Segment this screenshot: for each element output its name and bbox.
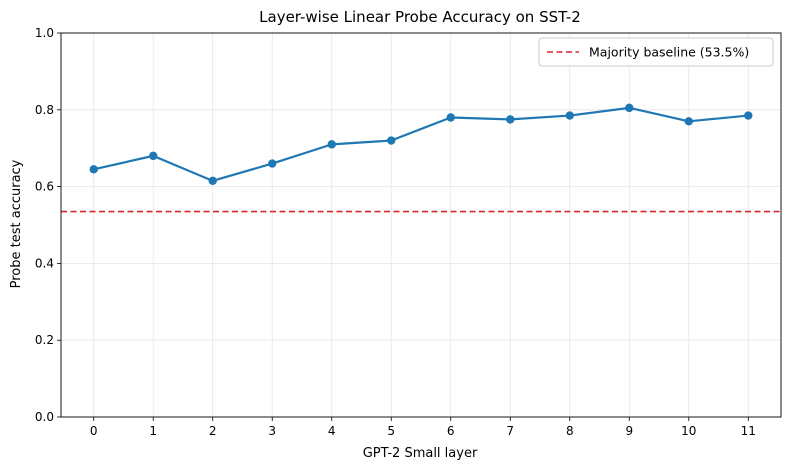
x-tick-label: 3: [268, 424, 276, 438]
x-tick-label: 9: [625, 424, 633, 438]
x-tick-label: 1: [149, 424, 157, 438]
chart-title: Layer-wise Linear Probe Accuracy on SST-…: [259, 8, 581, 26]
plot-frame: [60, 32, 782, 418]
data-point: [684, 117, 693, 126]
x-tick-label: 0: [90, 424, 98, 438]
data-point: [268, 159, 277, 168]
legend-baseline-label: Majority baseline (53.5%): [589, 45, 749, 60]
y-axis-label: Probe test accuracy: [9, 159, 24, 288]
y-tick-label: 0.8: [35, 103, 54, 117]
data-point: [744, 111, 753, 120]
data-point: [506, 115, 515, 124]
x-tick-label: 5: [387, 424, 395, 438]
x-tick-label: 7: [506, 424, 514, 438]
data-point: [387, 136, 396, 145]
legend: Majority baseline (53.5%): [538, 37, 774, 67]
series-line: [93, 106, 749, 182]
data-point: [446, 113, 455, 122]
tick-labels: 0 1 2 3 4 5 6 7 8 9 10 11 0.0 0.2 0.4 0.6 0.8 1.0: [35, 26, 756, 438]
y-tick-label: 0.2: [35, 333, 54, 347]
y-tick-label: 0.6: [35, 180, 54, 194]
y-tick-label: 0.0: [35, 410, 54, 424]
data-point: [327, 140, 336, 149]
x-tick-label: 11: [741, 424, 756, 438]
x-axis-label: GPT-2 Small layer: [363, 446, 478, 461]
x-tick-label: 6: [447, 424, 455, 438]
data-point: [89, 165, 98, 174]
x-tick-label: 8: [566, 424, 574, 438]
data-point: [565, 111, 574, 120]
y-tick-label: 1.0: [35, 26, 54, 40]
x-tick-label: 2: [209, 424, 217, 438]
data-point: [625, 103, 634, 113]
y-tick-label: 0.4: [35, 256, 54, 270]
legend-box: [538, 37, 774, 67]
data-point: [149, 151, 158, 161]
series-layer: [89, 103, 753, 186]
axes-frame: [60, 32, 782, 418]
data-point: [208, 176, 217, 186]
x-tick-label: 10: [681, 424, 696, 438]
x-tick-label: 4: [328, 424, 336, 438]
